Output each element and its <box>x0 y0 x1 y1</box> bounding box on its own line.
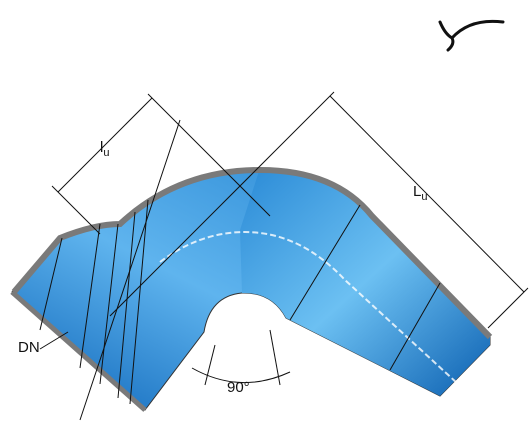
logo <box>438 19 505 52</box>
pipe-right-leg <box>240 168 490 396</box>
angle-label: 90° <box>227 379 250 396</box>
dimension-lines <box>39 91 529 421</box>
socket-rings <box>39 199 441 405</box>
pipe-shell <box>11 166 493 340</box>
inner-highlight <box>159 230 471 396</box>
socket-face <box>10 290 147 412</box>
socket-length-label: lu <box>100 139 109 159</box>
dn-label: DN <box>18 339 40 356</box>
laying-length-label: Lu <box>413 183 427 203</box>
